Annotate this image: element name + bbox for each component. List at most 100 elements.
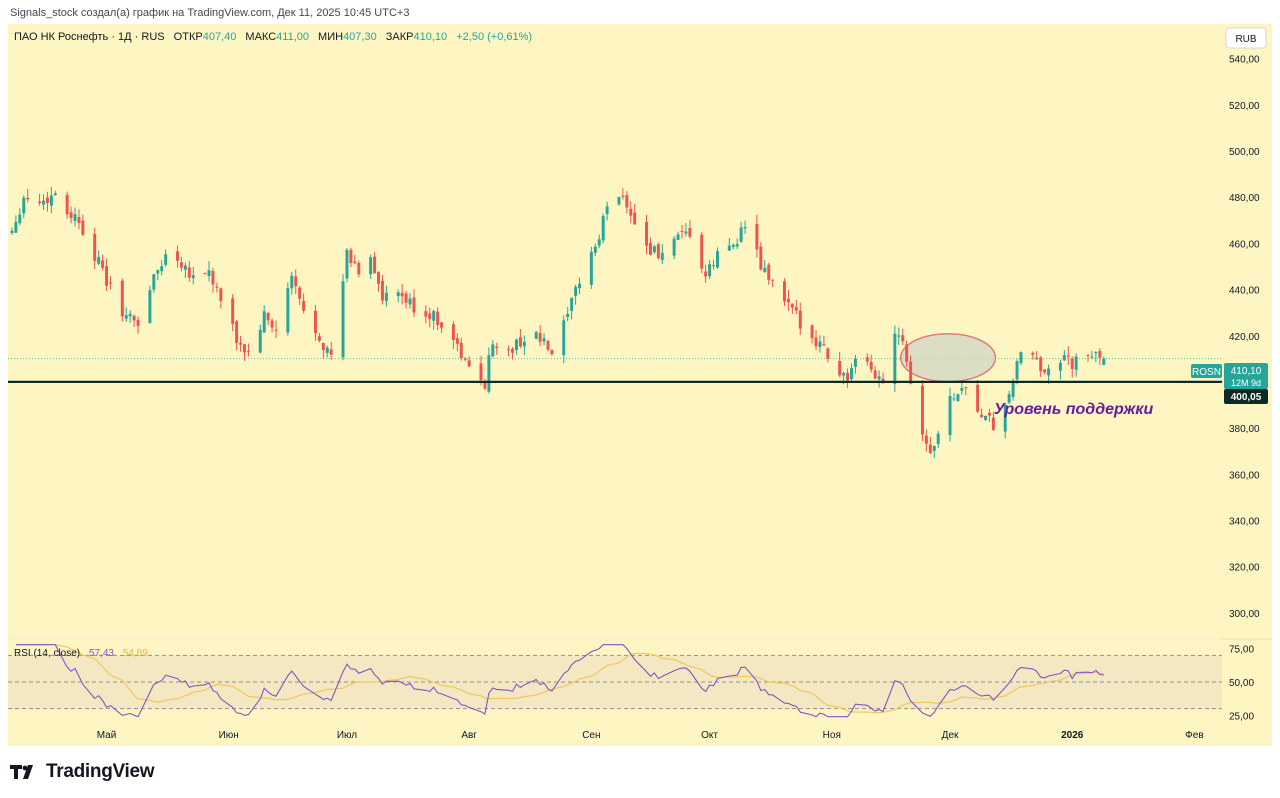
candle-body [101, 260, 105, 268]
candle-body [353, 261, 357, 264]
rsi-legend-label: RSI (14, close) [14, 648, 80, 659]
candle-up [566, 307, 570, 322]
candle-up [684, 223, 688, 237]
candle-up [877, 370, 881, 388]
candle-down [179, 256, 183, 272]
candle-up [739, 221, 743, 243]
candle-body [467, 360, 471, 367]
candle-body [1047, 368, 1051, 376]
candle-body [73, 214, 77, 221]
x-tick-label: Июн [219, 730, 239, 741]
candle-up [128, 310, 132, 323]
candle-down [26, 188, 30, 203]
candle-body [235, 321, 239, 343]
candle-down [298, 285, 302, 305]
candle-body [589, 251, 593, 285]
candle-up [676, 231, 680, 241]
candle-up [731, 243, 735, 250]
candle-down [1031, 351, 1035, 360]
candle-body [49, 195, 53, 206]
candle-down [349, 247, 353, 268]
y-tick-label: 480,00 [1229, 193, 1260, 204]
candle-down [373, 252, 377, 274]
candle-body [380, 280, 384, 301]
candle-down [964, 386, 968, 396]
candle-up [597, 234, 601, 249]
candle-body [704, 271, 708, 277]
candle-body [377, 271, 380, 284]
candle-down [1086, 354, 1090, 362]
candle-down [81, 214, 85, 237]
candle-body [877, 376, 881, 380]
candle-up [763, 259, 767, 273]
candle-body [542, 338, 546, 342]
candle-up [1062, 350, 1066, 361]
rsi-tick-label: 25,00 [1229, 711, 1254, 722]
candle-body [65, 194, 69, 215]
candle-body [1003, 404, 1007, 432]
y-tick-label: 340,00 [1229, 517, 1260, 528]
candle-body [1011, 380, 1015, 397]
candle-body [617, 197, 621, 205]
candle-body [550, 349, 554, 355]
candle-body [345, 249, 349, 279]
candle-body [688, 228, 692, 237]
candle-body [956, 394, 960, 402]
candle-body [987, 412, 991, 416]
candle-down [243, 344, 246, 361]
candle-up [562, 315, 566, 364]
candle-body [38, 201, 42, 204]
candle-body [1070, 358, 1074, 369]
candle-body [712, 265, 716, 267]
symbol-label: ПАО НК Роснефть · 1Д · RUS [14, 31, 165, 43]
candle-body [77, 217, 81, 224]
currency-button[interactable]: RUB [1225, 27, 1267, 49]
candle-body [991, 417, 995, 430]
candle-down [400, 283, 404, 305]
candle-body [574, 286, 578, 296]
candle-down [700, 231, 704, 274]
candle-body [660, 252, 664, 260]
candle-up [341, 273, 345, 361]
candle-down [1039, 355, 1043, 377]
candle-down [905, 340, 909, 367]
candle-body [436, 311, 440, 325]
x-tick-label: Авг [461, 730, 477, 741]
candle-body [846, 372, 850, 381]
candle-down [771, 279, 775, 288]
candle-body [1058, 362, 1062, 371]
candle-down [239, 335, 243, 352]
candle-down [313, 305, 317, 342]
candle-body [176, 251, 179, 261]
candle-body [865, 357, 869, 362]
candle-up [191, 266, 195, 285]
candle-body [928, 444, 932, 454]
candle-body [881, 378, 885, 383]
candle-down [980, 408, 984, 418]
candle-up [853, 354, 857, 374]
candle-body [191, 275, 195, 279]
candle-body [976, 384, 980, 412]
candle-down [120, 278, 124, 322]
candle-body [700, 234, 704, 269]
candle-body [1039, 357, 1043, 372]
candle-up [286, 282, 290, 336]
candle-down [987, 408, 991, 422]
candle-body [187, 267, 191, 278]
candle-body [790, 303, 794, 308]
candle-up [124, 307, 128, 322]
candle-up [207, 261, 211, 282]
candle-body [826, 348, 830, 359]
candle-up [49, 187, 53, 214]
candle-down [920, 380, 924, 442]
candle-up [960, 382, 964, 395]
candle-body [258, 329, 262, 353]
close-value: 410,10 [414, 31, 448, 43]
candle-body [325, 347, 329, 353]
candle-body [633, 212, 637, 225]
candle-up [41, 194, 45, 210]
close-label: ЗАКР [386, 31, 414, 43]
candle-body [514, 339, 518, 351]
candle-down [203, 272, 207, 275]
candle-body [18, 214, 22, 224]
